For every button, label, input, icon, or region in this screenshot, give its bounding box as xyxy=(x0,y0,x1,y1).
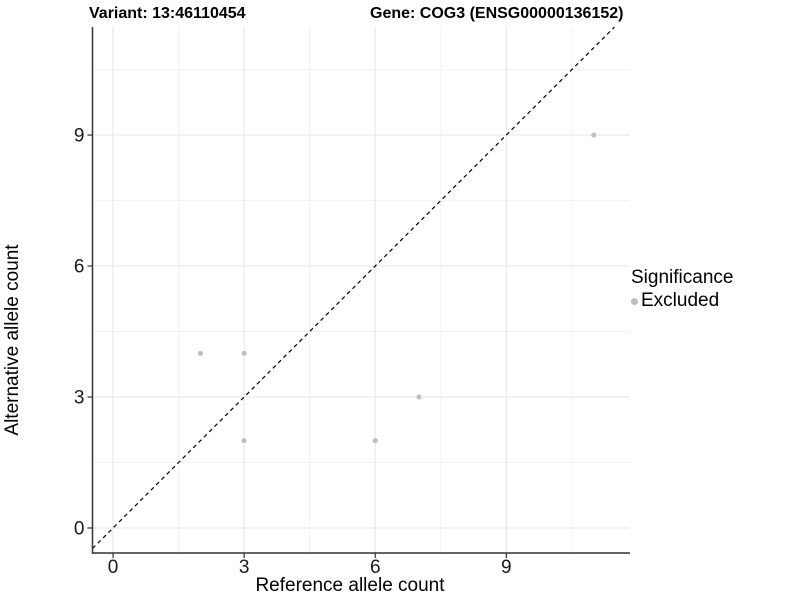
y-tick-label: 6 xyxy=(74,257,85,278)
data-point xyxy=(372,438,378,444)
data-point xyxy=(197,350,203,356)
legend-item-excluded: Excluded xyxy=(631,290,733,312)
x-tick-label: 3 xyxy=(239,557,250,578)
excluded-point-swatch xyxy=(631,297,638,305)
data-point xyxy=(591,132,597,138)
y-tick-label: 3 xyxy=(74,388,85,409)
x-tick-label: 9 xyxy=(501,557,512,578)
x-axis-title: Reference allele count xyxy=(255,575,445,596)
y-tick-label: 9 xyxy=(74,126,85,147)
y-tick-label: 0 xyxy=(74,518,85,539)
legend-item-label: Excluded xyxy=(641,290,720,311)
legend: Significance Excluded xyxy=(631,267,733,312)
x-tick-label: 6 xyxy=(370,557,381,578)
x-tick-label: 0 xyxy=(108,557,119,578)
plot-title-gene: Gene: COG3 (ENSG00000136152) xyxy=(370,5,624,22)
plot-title-variant: Variant: 13:46110454 xyxy=(89,5,246,22)
data-point xyxy=(416,394,422,400)
y-axis-title: Alternative allele count xyxy=(2,244,23,436)
data-point xyxy=(241,438,247,444)
legend-title: Significance xyxy=(631,267,734,288)
data-point xyxy=(241,350,247,356)
identity-dashed-line xyxy=(92,26,615,549)
